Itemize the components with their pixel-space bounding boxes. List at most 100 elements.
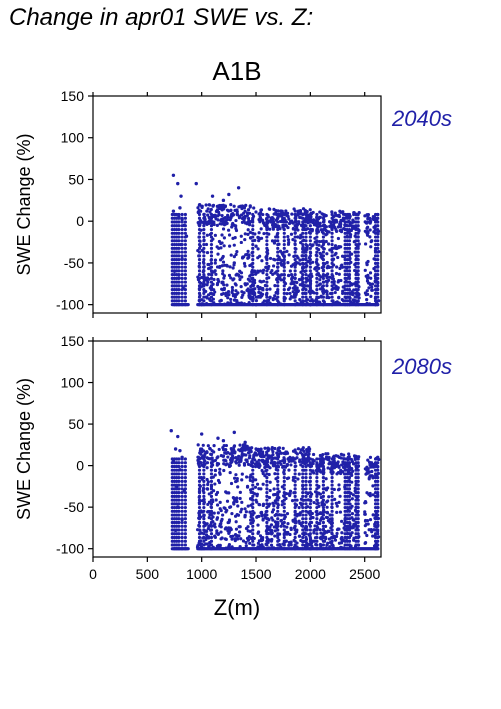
- data-point: [261, 286, 265, 291]
- data-point: [207, 272, 211, 276]
- data-point: [293, 231, 297, 235]
- data-point: [213, 458, 218, 463]
- data-point: [206, 482, 210, 487]
- data-point: [330, 483, 334, 487]
- data-point: [209, 494, 214, 498]
- data-point: [301, 487, 305, 491]
- data-point: [290, 498, 295, 503]
- data-point: [268, 480, 272, 484]
- data-point: [376, 288, 380, 292]
- data-point: [324, 477, 328, 481]
- data-point: [251, 472, 255, 476]
- data-point: [350, 504, 354, 508]
- data-point: [177, 231, 181, 235]
- data-point: [330, 476, 334, 480]
- data-point: [304, 491, 308, 495]
- x-tick-label: 0: [89, 566, 97, 582]
- data-point: [347, 543, 352, 547]
- data-point: [244, 526, 249, 531]
- data-point: [180, 498, 184, 502]
- data-point: [257, 236, 261, 240]
- data-point: [325, 292, 329, 296]
- data-point: [173, 528, 178, 533]
- data-point: [180, 464, 184, 469]
- data-point: [255, 460, 259, 464]
- data-point: [356, 461, 360, 465]
- data-point: [205, 461, 210, 465]
- data-point: [276, 505, 280, 510]
- data-point: [180, 212, 184, 217]
- data-point: [286, 225, 290, 230]
- data-point: [216, 436, 220, 440]
- data-point: [318, 215, 322, 219]
- data-point: [368, 219, 372, 223]
- data-point: [330, 494, 334, 498]
- data-point: [176, 434, 180, 439]
- data-point: [197, 491, 202, 495]
- data-point: [221, 269, 225, 273]
- y-axis-label: SWE Change (%): [14, 378, 34, 520]
- data-point: [293, 498, 297, 502]
- data-point: [376, 476, 380, 480]
- data-point: [251, 227, 255, 232]
- data-point: [356, 539, 360, 543]
- data-point: [270, 268, 274, 273]
- data-point: [266, 446, 270, 450]
- data-point: [209, 291, 214, 295]
- data-point: [304, 535, 308, 540]
- data-point: [202, 288, 206, 292]
- data-point: [301, 528, 305, 532]
- data-point: [257, 218, 261, 222]
- data-point: [176, 505, 180, 509]
- data-point: [213, 468, 218, 472]
- data-point: [242, 211, 246, 215]
- data-point: [338, 225, 343, 229]
- data-point: [222, 276, 226, 280]
- data-point: [301, 212, 305, 217]
- data-point: [315, 276, 319, 280]
- data-point: [285, 213, 289, 218]
- data-point: [220, 264, 224, 268]
- data-point: [337, 500, 341, 504]
- data-point: [261, 517, 265, 521]
- data-point: [351, 293, 355, 297]
- data-point: [265, 505, 269, 510]
- data-point: [236, 291, 240, 295]
- data-point: [209, 543, 214, 547]
- data-point: [347, 231, 352, 235]
- data-point: [180, 535, 184, 540]
- data-point: [304, 280, 308, 284]
- data-point: [347, 276, 352, 280]
- data-point: [271, 264, 276, 268]
- data-point: [183, 509, 187, 513]
- data-point: [180, 220, 184, 224]
- y-tick-label: 0: [76, 458, 84, 474]
- data-point: [337, 296, 341, 300]
- data-point: [315, 520, 319, 525]
- data-point: [376, 502, 380, 506]
- data-point: [318, 239, 322, 244]
- data-point: [293, 535, 297, 540]
- data-point: [205, 250, 210, 255]
- y-tick-label: -100: [56, 297, 84, 313]
- data-point: [177, 239, 181, 243]
- data-point: [202, 212, 206, 217]
- data-point: [282, 242, 286, 247]
- data-point: [276, 239, 280, 243]
- data-point: [257, 239, 261, 243]
- data-point: [251, 505, 255, 510]
- data-point: [293, 284, 297, 288]
- data-point: [222, 468, 226, 473]
- data-point: [197, 520, 202, 525]
- data-point: [251, 295, 255, 299]
- data-point: [275, 451, 279, 455]
- data-point: [304, 220, 308, 224]
- data-point: [267, 495, 272, 500]
- data-point: [177, 284, 181, 288]
- data-point: [194, 181, 198, 186]
- data-point: [202, 284, 206, 288]
- data-point: [177, 461, 181, 465]
- data-point: [183, 517, 187, 521]
- data-point: [225, 283, 229, 287]
- data-point: [351, 493, 355, 497]
